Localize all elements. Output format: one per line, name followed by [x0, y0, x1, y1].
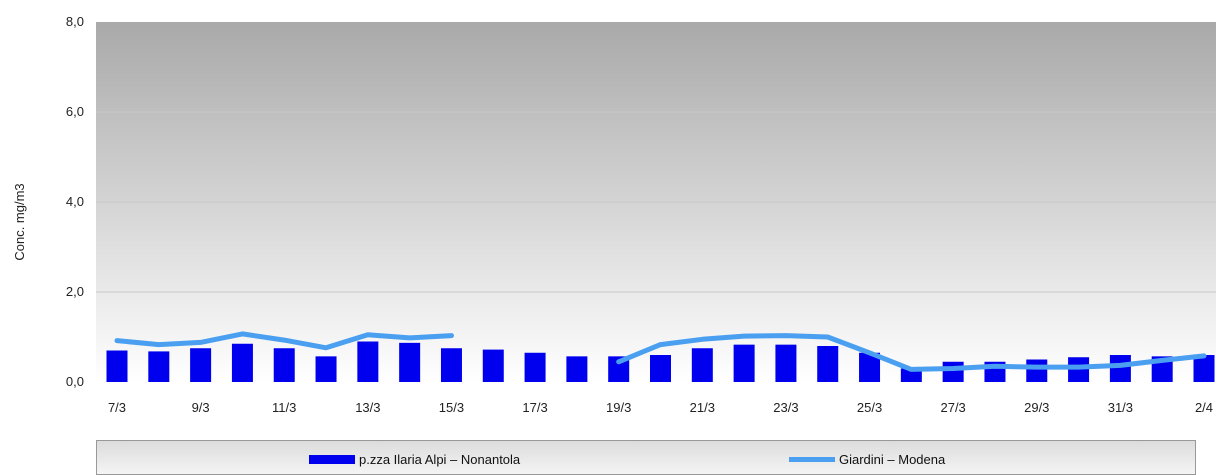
bar [106, 350, 128, 382]
bar [650, 355, 671, 382]
y-tick-label: 8,0 [66, 14, 84, 29]
x-tick-label: 2/4 [1195, 400, 1213, 415]
bar [399, 342, 421, 382]
bar [524, 352, 546, 382]
legend-label: p.zza Ilaria Alpi – Nonantola [359, 452, 521, 467]
x-tick-label: 9/3 [192, 400, 210, 415]
bar [775, 344, 797, 382]
y-axis: 0,0 2,0 4,0 6,0 8,0 [66, 14, 84, 389]
y-tick-label: 0,0 [66, 374, 84, 389]
bar [148, 351, 170, 382]
bar [608, 356, 630, 382]
bar [942, 361, 964, 382]
x-tick-label: 27/3 [940, 400, 965, 415]
bar [859, 352, 881, 382]
x-axis: 7/3 9/3 11/3 13/3 15/3 17/3 19/3 21/3 23/3 25/3 27… [108, 400, 1213, 415]
chart: 0,0 2,0 4,0 6,0 8,0 7/3 9/3 11/3 13/3 15/3 17/3 19… [12, 14, 1216, 415]
bar [1026, 359, 1048, 382]
bar [231, 343, 253, 382]
y-tick-label: 6,0 [66, 104, 84, 119]
x-tick-label: 21/3 [690, 400, 715, 415]
bar [482, 349, 504, 382]
x-tick-label: 25/3 [857, 400, 882, 415]
series-line [616, 333, 1207, 372]
x-tick-label: 11/3 [272, 400, 296, 415]
bar [691, 348, 713, 382]
bar [190, 348, 212, 382]
x-tick-label: 17/3 [522, 400, 547, 415]
gridlines [96, 111, 1216, 293]
bar [440, 348, 462, 382]
bar [1109, 355, 1131, 382]
y-axis-title: Conc. mg/m3 [12, 183, 27, 260]
bar [1068, 357, 1090, 382]
line-swatch [789, 457, 835, 462]
x-tick-label: 13/3 [355, 400, 380, 415]
bar [733, 344, 755, 382]
x-tick-label: 31/3 [1108, 400, 1133, 415]
legend-item-line-series: Giardini – Modena [789, 452, 945, 467]
legend: p.zza Ilaria Alpi – Nonantola Giardini –… [96, 440, 1196, 475]
series-line [114, 331, 454, 351]
bar [315, 356, 337, 382]
bar [900, 368, 922, 382]
bar [1193, 355, 1215, 382]
x-tick-label: 7/3 [108, 400, 126, 415]
y-tick-label: 4,0 [66, 194, 84, 209]
bar [357, 341, 379, 382]
bar [817, 346, 839, 382]
legend-label: Giardini – Modena [839, 452, 946, 467]
x-tick-label: 15/3 [439, 400, 464, 415]
bar [566, 356, 588, 382]
y-tick-label: 2,0 [66, 284, 84, 299]
bar [273, 348, 295, 382]
x-tick-label: 19/3 [606, 400, 631, 415]
line-series [114, 331, 1207, 372]
x-tick-label: 29/3 [1024, 400, 1049, 415]
x-tick-label: 23/3 [773, 400, 798, 415]
legend-item-bar-series: p.zza Ilaria Alpi – Nonantola [309, 452, 520, 467]
bar-series [106, 341, 1215, 382]
bar-swatch [309, 455, 355, 464]
